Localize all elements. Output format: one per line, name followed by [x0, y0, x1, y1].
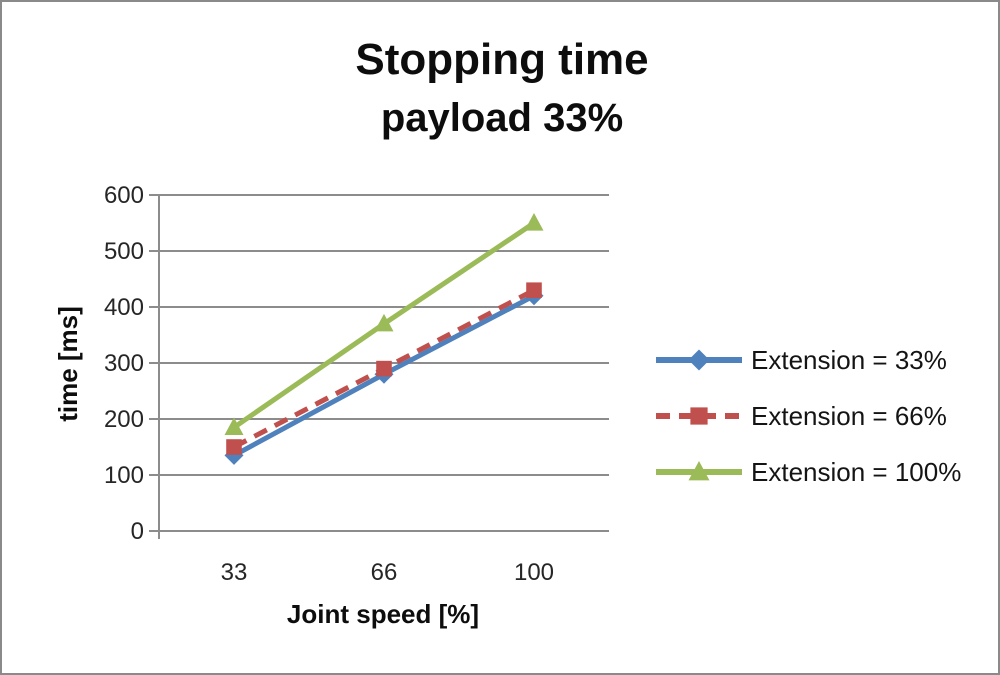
legend-label: Extension = 100%	[751, 456, 962, 487]
legend-item: Extension = 66%	[654, 388, 961, 444]
legend-sample	[656, 407, 742, 425]
y-tick-label: 0	[131, 518, 144, 545]
y-tick-label: 600	[104, 182, 144, 209]
x-axis-title: Joint speed [%]	[286, 599, 480, 629]
legend-label: Extension = 66%	[751, 400, 947, 431]
triangle-marker-icon	[688, 460, 710, 481]
x-tick-label: 66	[371, 559, 398, 586]
y-tick-label: 400	[104, 294, 144, 321]
x-tick-label: 100	[514, 559, 554, 586]
legend-sample	[656, 460, 742, 481]
y-axis-title: time [ms]	[53, 306, 83, 422]
triangle-marker-icon	[224, 417, 244, 435]
y-tick-label: 300	[104, 350, 144, 377]
triangle-marker-icon	[524, 213, 544, 231]
diamond-marker-icon	[688, 349, 710, 371]
legend: Extension = 33% Extension = 66% Extension …	[654, 332, 961, 500]
y-tick-label: 500	[104, 238, 144, 265]
square-marker-icon	[526, 282, 542, 298]
chart-subtitle: payload 33%	[380, 96, 624, 140]
square-marker-icon	[376, 360, 392, 377]
chart-title: Stopping time	[355, 35, 649, 84]
y-tick-label: 100	[104, 462, 144, 489]
legend-sample	[656, 349, 742, 371]
y-tick-label: 200	[104, 406, 144, 433]
x-tick-label: 33	[221, 559, 248, 586]
square-marker-icon	[690, 407, 708, 425]
legend-label: Extension = 33%	[751, 344, 947, 375]
triangle-marker-icon	[374, 313, 394, 332]
legend-item: Extension = 100%	[654, 444, 961, 500]
square-marker-icon	[226, 439, 242, 455]
legend-item: Extension = 33%	[654, 332, 961, 388]
